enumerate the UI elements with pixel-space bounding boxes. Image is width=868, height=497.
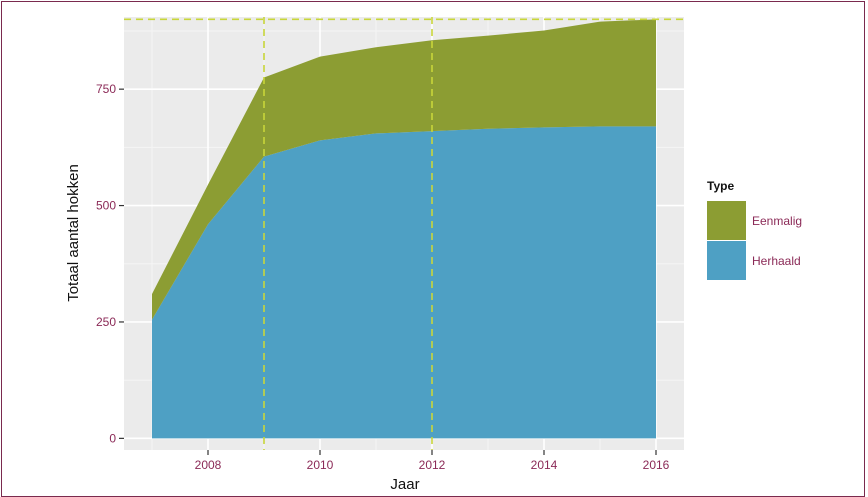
stacked-areas	[152, 19, 656, 439]
legend: Type Eenmalig Herhaald	[707, 179, 802, 280]
area-series-eenmalig	[152, 19, 656, 320]
x-axis-title: Jaar	[390, 476, 419, 492]
y-tick-label: 750	[96, 82, 116, 96]
legend-label: Herhaald	[752, 254, 801, 268]
x-axis: 2008 2010 2012 2014 2016	[195, 450, 670, 472]
legend-key-eenmalig	[707, 201, 746, 240]
x-tick-label: 2010	[307, 458, 334, 472]
x-tick-label: 2012	[419, 458, 446, 472]
legend-entries: Eenmalig Herhaald	[707, 201, 802, 280]
legend-key-herhaald	[707, 241, 746, 280]
reference-lines	[124, 17, 684, 450]
area-series-herhaald	[152, 126, 656, 439]
y-tick-label: 250	[96, 315, 116, 329]
x-tick-label: 2008	[195, 458, 222, 472]
x-tick-label: 2016	[643, 458, 670, 472]
legend-title: Type	[707, 179, 734, 193]
y-axis-title: Totaal aantal hokken	[65, 164, 82, 302]
y-tick-label: 500	[96, 199, 116, 213]
y-axis: 0 250 500 750	[96, 82, 124, 445]
x-tick-label: 2014	[531, 458, 558, 472]
legend-label: Eenmalig	[752, 214, 802, 228]
y-tick-label: 0	[109, 431, 116, 445]
